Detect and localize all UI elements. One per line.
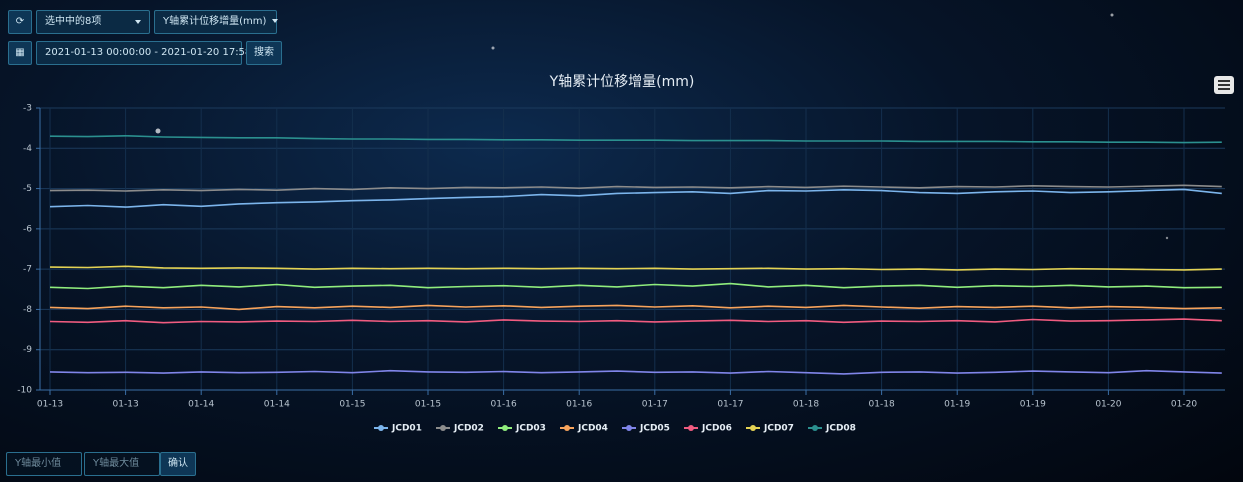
y-tick-label: -8 <box>23 305 32 315</box>
x-tick-label: 01-18 <box>869 400 895 410</box>
series-line <box>49 184 1222 192</box>
x-tick-label: 01-19 <box>1020 400 1046 410</box>
star <box>491 46 495 50</box>
date-range-input[interactable]: 2021-01-13 00:00:00 - 2021-01-20 17:58:4… <box>36 41 267 65</box>
y-max-input[interactable]: Y轴最大值 <box>84 452 160 476</box>
legend-label: JCD05 <box>639 424 670 434</box>
search-button[interactable]: 搜索 <box>246 41 282 65</box>
x-tick-label: 01-20 <box>1171 400 1197 410</box>
legend-marker <box>688 425 694 431</box>
x-tick-label: 01-14 <box>264 400 290 410</box>
button-text: 确认 <box>168 458 188 469</box>
placeholder: Y轴最大值 <box>93 458 140 469</box>
chart-title: Y轴累计位移增量(mm) <box>549 74 695 90</box>
x-tick-label: 01-15 <box>339 400 365 410</box>
placeholder: Y轴最小值 <box>15 458 62 469</box>
x-tick-label: 01-19 <box>944 400 970 410</box>
y-tick-label: -5 <box>23 184 32 194</box>
series-line <box>49 369 1222 375</box>
x-tick-label: 01-17 <box>642 400 668 410</box>
refresh-button[interactable]: ⟳ <box>8 10 32 34</box>
series-line <box>49 134 1222 144</box>
x-tick-label: 01-17 <box>717 400 743 410</box>
star <box>1165 236 1169 240</box>
x-tick-label: 01-16 <box>491 400 517 410</box>
series-line <box>49 188 1222 208</box>
y-tick-label: -10 <box>17 386 32 396</box>
calendar-icon[interactable]: ▦ <box>8 41 32 65</box>
y-tick-label: -4 <box>23 144 32 154</box>
legend-label: JCD03 <box>515 424 546 434</box>
legend-marker <box>626 425 632 431</box>
legend-marker <box>750 425 756 431</box>
y-tick-label: -6 <box>23 224 32 234</box>
series-line <box>49 304 1222 311</box>
series-select[interactable]: 选中中的8项 <box>36 10 150 34</box>
x-tick-label: 01-14 <box>188 400 214 410</box>
legend-label: JCD06 <box>701 424 732 434</box>
y-tick-label: -9 <box>23 345 32 355</box>
series-line <box>49 318 1222 324</box>
x-tick-label: 01-13 <box>113 400 139 410</box>
legend-label: JCD04 <box>577 424 608 434</box>
menu-bar <box>1218 84 1230 86</box>
legend-label: JCD01 <box>391 424 422 434</box>
legend-marker <box>440 425 446 431</box>
legend-marker <box>564 425 570 431</box>
metric-select[interactable]: Y轴累计位移增量(mm) <box>154 10 279 34</box>
caret <box>135 20 141 24</box>
menu-button[interactable] <box>1214 76 1234 94</box>
select-text: 选中中的8项 <box>45 16 102 27</box>
x-tick-label: 01-16 <box>566 400 592 410</box>
button-text: 搜索 <box>254 47 274 58</box>
legend-label: JCD08 <box>825 424 856 434</box>
y-tick-label: -7 <box>23 265 32 275</box>
series-line <box>49 265 1222 271</box>
grid <box>40 107 1225 391</box>
select-text: Y轴累计位移增量(mm) <box>163 16 267 27</box>
x-tick-label: 01-18 <box>793 400 819 410</box>
legend-label: JCD07 <box>763 424 794 434</box>
confirm-button[interactable]: 确认 <box>160 452 196 476</box>
legend-marker <box>502 425 508 431</box>
legend-marker <box>378 425 384 431</box>
x-tick-label: 01-15 <box>415 400 441 410</box>
legend-marker <box>812 425 818 431</box>
y-min-input[interactable]: Y轴最小值 <box>6 452 82 476</box>
menu-bar <box>1218 80 1230 82</box>
menu-bar <box>1218 88 1230 90</box>
star <box>1110 13 1114 17</box>
x-tick-label: 01-13 <box>37 400 63 410</box>
series-line <box>49 282 1222 290</box>
y-tick-label: -3 <box>23 104 32 114</box>
star <box>155 128 161 134</box>
caret <box>272 19 279 23</box>
x-tick-label: 01-20 <box>1095 400 1121 410</box>
date-range-text: 2021-01-13 00:00:00 - 2021-01-20 17:58:4… <box>45 47 268 58</box>
legend-label: JCD02 <box>453 424 484 434</box>
